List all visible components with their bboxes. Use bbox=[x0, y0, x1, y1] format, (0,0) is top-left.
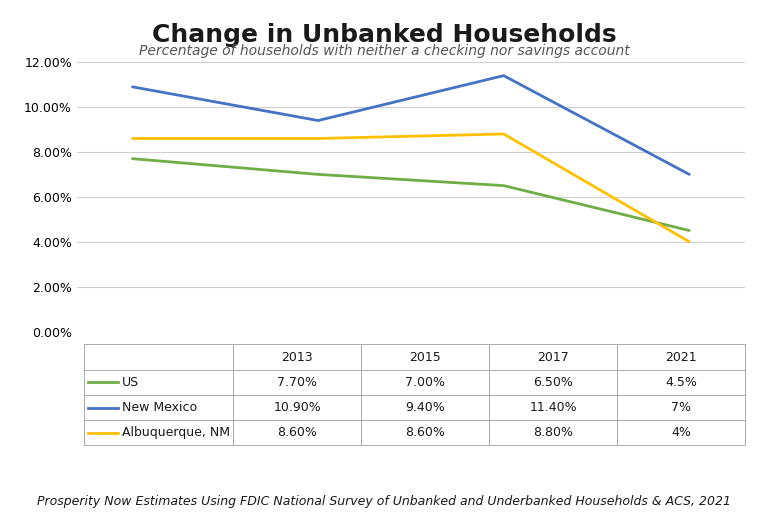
Text: Change in Unbanked Households: Change in Unbanked Households bbox=[152, 23, 616, 47]
Text: 7.70%: 7.70% bbox=[277, 376, 317, 389]
Text: US: US bbox=[122, 376, 139, 389]
Text: 2015: 2015 bbox=[409, 351, 441, 364]
Text: 6.50%: 6.50% bbox=[534, 376, 574, 389]
Text: 2017: 2017 bbox=[538, 351, 569, 364]
Text: Prosperity Now Estimates Using FDIC National Survey of Unbanked and Underbanked : Prosperity Now Estimates Using FDIC Nati… bbox=[37, 495, 731, 508]
Text: 2021: 2021 bbox=[665, 351, 697, 364]
Text: 11.40%: 11.40% bbox=[530, 401, 578, 414]
Text: 2013: 2013 bbox=[281, 351, 313, 364]
Text: 7.00%: 7.00% bbox=[406, 376, 445, 389]
Text: 4.5%: 4.5% bbox=[665, 376, 697, 389]
Text: 10.90%: 10.90% bbox=[273, 401, 321, 414]
Text: Percentage of households with neither a checking nor savings account: Percentage of households with neither a … bbox=[139, 44, 629, 58]
Text: Albuquerque, NM: Albuquerque, NM bbox=[122, 426, 230, 439]
Text: 4%: 4% bbox=[671, 426, 691, 439]
Text: 8.60%: 8.60% bbox=[406, 426, 445, 439]
Text: 8.80%: 8.80% bbox=[534, 426, 574, 439]
Text: 9.40%: 9.40% bbox=[406, 401, 445, 414]
Text: 8.60%: 8.60% bbox=[277, 426, 317, 439]
Text: 7%: 7% bbox=[671, 401, 691, 414]
Text: New Mexico: New Mexico bbox=[122, 401, 197, 414]
